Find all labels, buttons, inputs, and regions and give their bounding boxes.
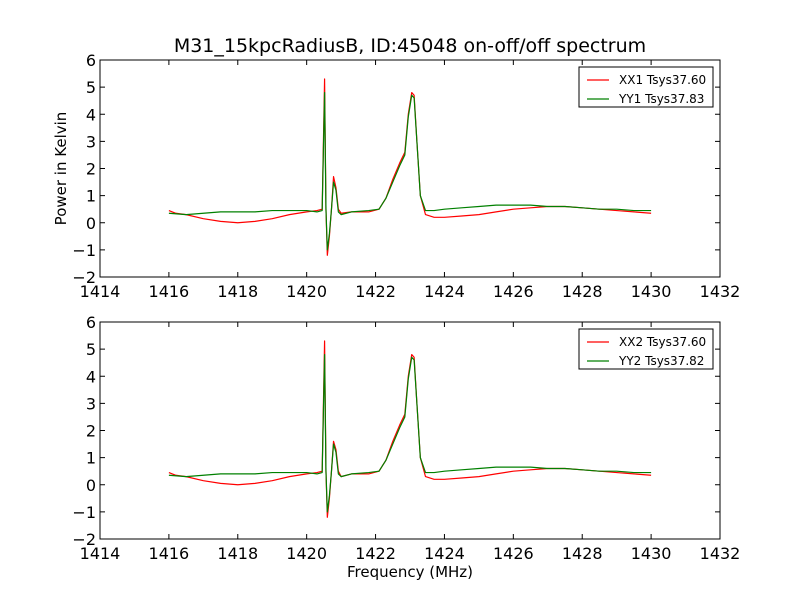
- y-axis-label: Power in Kelvin: [52, 112, 70, 226]
- y-tick-label: 1: [86, 449, 96, 468]
- series-line-2: [168, 91, 652, 251]
- x-tick-label: 1428: [562, 282, 603, 301]
- y-tick-label: 1: [86, 187, 96, 206]
- x-tick-label: 1422: [355, 282, 396, 301]
- x-tick-label: 1430: [631, 282, 672, 301]
- panel-2: 1414 1416 1418 1420 1422 1424 1426 1428 1430 1432…: [72, 313, 740, 581]
- x-tick-label: 1430: [631, 544, 672, 563]
- y-tick-label: 0: [86, 214, 96, 233]
- x-tick-label: 1420: [286, 282, 327, 301]
- x-tick-label: 1420: [286, 544, 327, 563]
- y-tick-label: 6: [86, 51, 96, 70]
- x-tick-label: 1414: [80, 282, 121, 301]
- x-tick-label: 1418: [217, 282, 258, 301]
- x-tick-label: 1414: [80, 544, 121, 563]
- y-tick-label: −2: [72, 268, 96, 287]
- x-tick-label: 1432: [700, 544, 741, 563]
- y-tick-label: 0: [86, 476, 96, 495]
- legend-label: XX2 Tsys37.60: [619, 335, 706, 349]
- x-tick-label: 1416: [149, 544, 190, 563]
- y-tick-label: 2: [86, 422, 96, 441]
- y-tick-label: 3: [86, 132, 96, 151]
- x-tick-label: 1418: [217, 544, 258, 563]
- x-tick-label: 1426: [493, 544, 534, 563]
- panel-1: 1414 1416 1418 1420 1422 1424 1426 1428 1430 1432…: [52, 35, 740, 301]
- y-tick-label: 4: [86, 367, 96, 386]
- y-tick-label: −1: [72, 503, 96, 522]
- x-tick-label: 1424: [424, 282, 465, 301]
- y-tick-label: 4: [86, 105, 96, 124]
- legend-label: YY1 Tsys37.83: [618, 92, 704, 106]
- y-tick-label: 5: [86, 78, 96, 97]
- y-tick-label: 6: [86, 313, 96, 332]
- x-tick-label: 1422: [355, 544, 396, 563]
- x-axis-label: Frequency (MHz): [347, 563, 473, 581]
- legend: [578, 66, 714, 108]
- x-tick-label: 1432: [700, 282, 741, 301]
- y-tick-label: 2: [86, 160, 96, 179]
- x-tick-label: 1426: [493, 282, 534, 301]
- x-tick-label: 1424: [424, 544, 465, 563]
- legend: [578, 328, 714, 370]
- chart-title: M31_15kpcRadiusB, ID:45048 on-off/off sp…: [174, 35, 646, 57]
- legend-label: XX1 Tsys37.60: [619, 73, 706, 87]
- x-tick-label: 1428: [562, 544, 603, 563]
- x-tick-label: 1416: [149, 282, 190, 301]
- y-tick-label: −1: [72, 241, 96, 260]
- y-tick-label: −2: [72, 530, 96, 549]
- y-tick-label: 3: [86, 394, 96, 413]
- y-tick-label: 5: [86, 340, 96, 359]
- series-line-2: [168, 353, 652, 513]
- legend-label: YY2 Tsys37.82: [618, 354, 704, 368]
